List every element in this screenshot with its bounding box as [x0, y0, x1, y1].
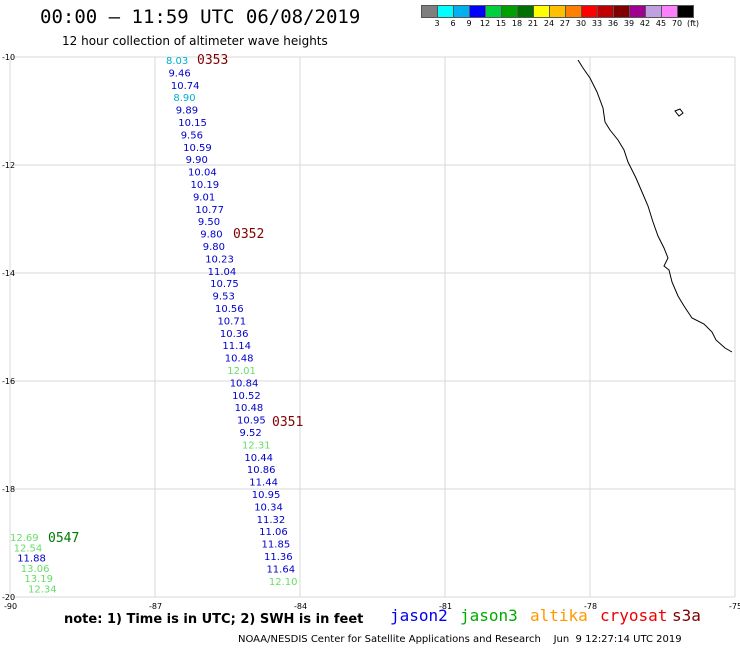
- swh-value: 11.06: [259, 527, 288, 538]
- swh-value: 10.36: [220, 329, 249, 340]
- swh-value: 10.34: [254, 502, 283, 513]
- swh-value: 10.44: [244, 453, 273, 464]
- coastline: [577, 59, 733, 353]
- swh-value: 10.95: [252, 490, 281, 501]
- swh-value: 10.52: [232, 391, 261, 402]
- credit-footer: NOAA/NESDIS Center for Satellite Applica…: [238, 634, 682, 645]
- pass-time-label: 0353: [197, 53, 228, 68]
- swh-value: 11.44: [249, 478, 278, 489]
- legend-label: 45: [655, 19, 667, 28]
- swh-value: 11.85: [262, 540, 291, 551]
- lon-tick-label: -78: [584, 602, 597, 611]
- swh-value: 9.80: [200, 230, 222, 241]
- legend-label: 33: [591, 19, 603, 28]
- swh-value: 10.48: [225, 354, 254, 365]
- swh-value: 10.86: [247, 465, 276, 476]
- legend-label: 15: [495, 19, 507, 28]
- swh-value: 10.23: [205, 254, 234, 265]
- legend-label: 30: [575, 19, 587, 28]
- map-subtitle: 12 hour collection of altimeter wave hei…: [62, 34, 328, 48]
- lon-tick-label: -87: [149, 602, 162, 611]
- swh-value: 10.84: [230, 378, 259, 389]
- swh-value: 9.90: [186, 155, 208, 166]
- swh-value: 13.19: [24, 574, 53, 585]
- satellite-label-cryosat: cryosat: [600, 606, 668, 625]
- swh-value: 9.56: [181, 130, 203, 141]
- legend-label: 39: [623, 19, 635, 28]
- swh-value: 11.36: [264, 552, 293, 563]
- legend-label: 6: [450, 19, 456, 28]
- swh-value: 9.50: [198, 217, 220, 228]
- swh-value: 10.59: [183, 143, 212, 154]
- swh-value: 9.89: [176, 106, 198, 117]
- legend-label: 24: [543, 19, 555, 28]
- swh-value: 10.75: [210, 279, 239, 290]
- swh-value: 9.01: [193, 192, 215, 203]
- swh-value: 12.34: [28, 585, 57, 596]
- swh-value: 10.74: [171, 81, 200, 92]
- lat-tick-label: -18: [2, 485, 15, 494]
- legend-label: 12: [479, 19, 491, 28]
- swh-value: 12.01: [227, 366, 256, 377]
- island-outline: [674, 108, 684, 117]
- pass-time-label: 0547: [48, 531, 79, 546]
- satellite-label-jason2: jason2: [390, 606, 448, 625]
- swh-value: 10.95: [237, 416, 266, 427]
- lon-tick-label: -90: [4, 602, 17, 611]
- map-title: 00:00 — 11:59 UTC 06/08/2019: [40, 6, 361, 28]
- legend-label: 3: [434, 19, 440, 28]
- legend-label: 70: [671, 19, 683, 28]
- legend-label: 21: [527, 19, 539, 28]
- lat-tick-label: -20: [2, 593, 15, 602]
- lat-tick-label: -14: [2, 269, 15, 278]
- lat-tick-label: -12: [2, 161, 15, 170]
- swh-value: 9.46: [168, 68, 190, 79]
- swh-value: 10.19: [191, 180, 220, 191]
- swh-value: 12.10: [269, 577, 298, 588]
- color-legend: 3 6 9 12 15 18 21 24 27 30 33 36 39 42 45 70 (ft): [421, 5, 740, 30]
- swh-value: 12.54: [14, 543, 43, 554]
- lat-tick-label: -10: [2, 53, 15, 62]
- swh-value: 9.80: [203, 242, 225, 253]
- swh-value: 11.64: [266, 564, 295, 575]
- swh-value: 10.48: [235, 403, 264, 414]
- swh-value: 9.52: [240, 428, 262, 439]
- swh-value: 11.88: [17, 554, 46, 565]
- legend-label: 42: [639, 19, 651, 28]
- swh-value: 9.53: [213, 292, 235, 303]
- satellite-label-jason3: jason3: [460, 606, 518, 625]
- swh-value: 10.77: [195, 205, 224, 216]
- swh-value: 11.32: [257, 515, 286, 526]
- footnote: note: 1) Time is in UTC; 2) SWH is in fe…: [64, 612, 364, 627]
- swh-value: 11.04: [208, 267, 237, 278]
- swh-value: 8.03: [166, 56, 188, 67]
- legend-label: 9: [466, 19, 472, 28]
- swh-value: 13.06: [21, 564, 50, 575]
- pass-time-label: 0351: [272, 415, 303, 430]
- swh-value: 11.14: [222, 341, 251, 352]
- swh-value: 10.15: [178, 118, 207, 129]
- swh-value: 12.31: [242, 440, 271, 451]
- swh-value: 8.90: [173, 93, 195, 104]
- lat-tick-label: -16: [2, 377, 15, 386]
- legend-swatches: [421, 5, 740, 18]
- swh-value: 10.71: [217, 316, 246, 327]
- swh-value: 10.56: [215, 304, 244, 315]
- satellite-label-s3a: s3a: [672, 606, 701, 625]
- lon-tick-label: -75: [729, 602, 740, 611]
- swh-value: 12.69: [10, 533, 39, 544]
- legend-label: 36: [607, 19, 619, 28]
- legend-label: 27: [559, 19, 571, 28]
- legend-labels: 3 6 9 12 15 18 21 24 27 30 33 36 39 42 45 70 (ft): [421, 18, 740, 30]
- satellite-label-altika: altika: [530, 606, 588, 625]
- swh-value: 10.04: [188, 168, 217, 179]
- legend-label: 18: [511, 19, 523, 28]
- legend-label: (ft): [686, 19, 700, 28]
- lon-tick-label: -81: [439, 602, 452, 611]
- legend-swatch: [677, 5, 694, 18]
- lon-tick-label: -84: [294, 602, 307, 611]
- pass-time-label: 0352: [233, 227, 264, 242]
